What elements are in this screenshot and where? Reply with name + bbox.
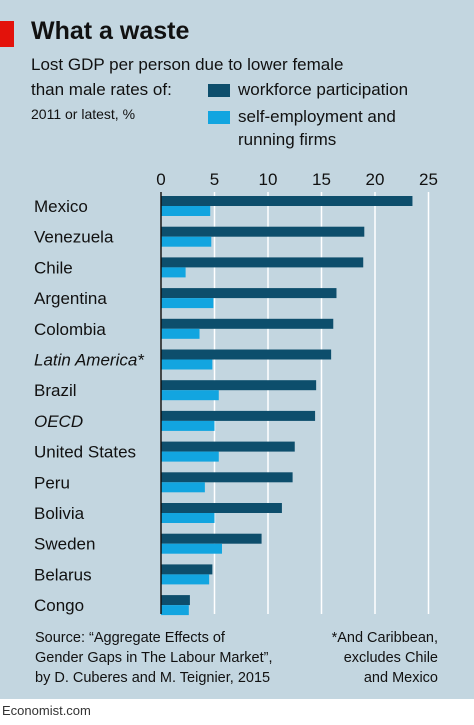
category-label: Venezuela	[34, 228, 114, 247]
chart-title: What a waste	[31, 17, 190, 45]
bar-workforce	[161, 226, 365, 237]
bar-self-employment	[161, 574, 210, 585]
bar-workforce	[161, 533, 262, 544]
bar-chart: 0 5 10 15 20 25 Mexico Venezuela Chile Argentina C…	[34, 170, 438, 616]
category-label: Sweden	[34, 535, 95, 554]
x-tick-label: 20	[366, 170, 385, 189]
category-label: Belarus	[34, 565, 92, 584]
bar-self-employment	[161, 267, 186, 278]
category-label: Chile	[34, 258, 73, 277]
bar-self-employment	[161, 359, 213, 370]
legend-label-self-employment-line2: running firms	[238, 130, 337, 149]
bar-workforce	[161, 349, 332, 360]
bar-workforce	[161, 441, 295, 452]
category-label: Peru	[34, 473, 70, 492]
source-line1: Source: “Aggregate Effects of	[35, 630, 225, 646]
bar-workforce	[161, 564, 213, 575]
x-tick-label: 5	[210, 170, 219, 189]
bar-workforce	[161, 288, 337, 299]
x-tick-label: 25	[419, 170, 438, 189]
source-line2: Gender Gaps in The Labour Market”,	[35, 650, 273, 666]
bar-self-employment	[161, 543, 222, 554]
category-label: Mexico	[34, 197, 88, 216]
chart-subtitle-line2: than male rates of:	[31, 80, 172, 99]
bar-self-employment	[161, 298, 214, 309]
bar-self-employment	[161, 420, 215, 431]
category-label: Brazil	[34, 381, 77, 400]
category-label: Bolivia	[34, 504, 85, 523]
economist-logo: Economist.com	[2, 703, 91, 718]
bar-self-employment	[161, 605, 189, 616]
bar-self-employment	[161, 390, 219, 401]
footnote-line3: and Mexico	[363, 670, 438, 686]
bar-self-employment	[161, 236, 212, 247]
bar-self-employment	[161, 482, 205, 493]
x-tick-label: 10	[259, 170, 278, 189]
bar-workforce	[161, 472, 293, 483]
brand-red-tag	[0, 21, 14, 47]
legend-label-workforce: workforce participation	[238, 80, 409, 99]
category-label: Congo	[34, 596, 84, 615]
category-label: United States	[34, 443, 136, 462]
category-label: Argentina	[34, 289, 107, 308]
bar-workforce	[161, 257, 364, 268]
legend-label-self-employment-line1: self-employment and	[238, 107, 396, 126]
legend-swatch-workforce	[208, 84, 230, 97]
bar-self-employment	[161, 451, 219, 462]
x-tick-label: 0	[156, 170, 165, 189]
bar-workforce	[161, 380, 317, 391]
source-line3: by D. Cuberes and M. Teignier, 2015	[35, 670, 271, 686]
x-tick-label: 15	[312, 170, 331, 189]
category-label: Latin America*	[34, 351, 145, 370]
category-label: Colombia	[34, 320, 106, 339]
unit-note: 2011 or latest, %	[31, 106, 136, 122]
legend-swatch-self-employment	[208, 111, 230, 124]
bar-self-employment	[161, 513, 215, 523]
bar-workforce	[161, 196, 413, 206]
chart-subtitle-line1: Lost GDP per person due to lower female	[31, 55, 344, 74]
category-label: OECD	[34, 412, 83, 431]
footnote-line1: *And Caribbean,	[331, 630, 438, 646]
bar-workforce	[161, 503, 282, 513]
bar-self-employment	[161, 328, 200, 339]
bar-workforce	[161, 595, 190, 606]
footnote-line2: excludes Chile	[343, 650, 438, 666]
bar-self-employment	[161, 206, 211, 216]
bar-workforce	[161, 318, 334, 329]
bar-workforce	[161, 410, 316, 421]
